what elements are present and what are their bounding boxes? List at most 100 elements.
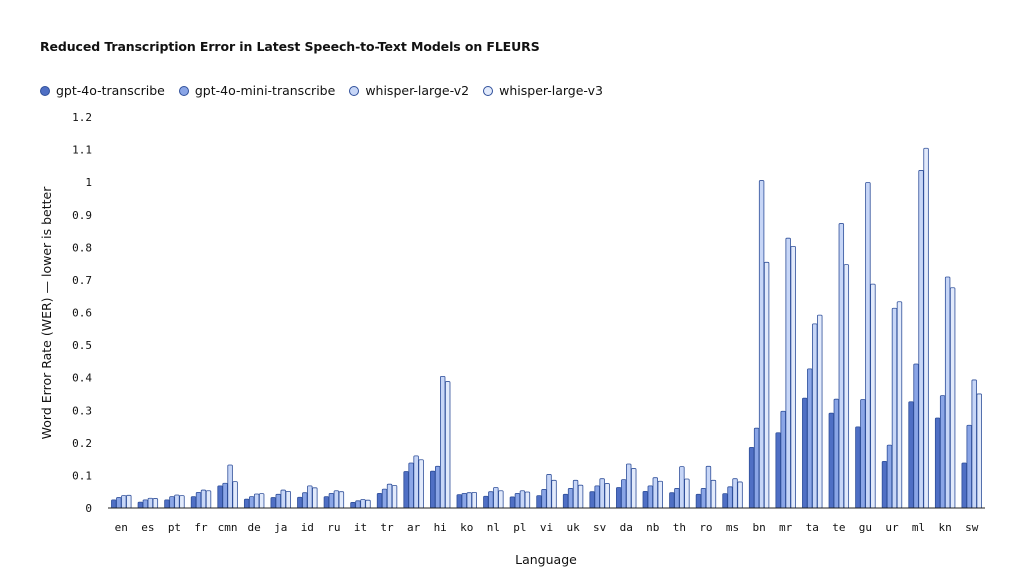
bar-de-gpt-4o-transcribe [243,498,250,509]
y-tick-label: 1.2 [72,111,92,124]
legend-item-whisper-large-v2[interactable]: whisper-large-v2 [349,83,469,98]
y-tick-label: 0.2 [72,437,92,450]
bar-pl-whisper-large-v3 [524,491,531,509]
bar-en-gpt-4o-transcribe [111,499,117,509]
x-axis-label: Language [515,552,577,567]
bar-ko-gpt-4o-mini-transcribe [461,492,467,509]
legend-item-whisper-large-v3[interactable]: whisper-large-v3 [483,83,603,98]
legend-item-gpt-4o-mini-transcribe[interactable]: gpt-4o-mini-transcribe [178,83,335,98]
bar-it-gpt-4o-transcribe [350,502,356,509]
bar-vi-whisper-large-v2 [546,474,552,509]
y-tick-label: 0.3 [72,404,92,417]
bar-de-gpt-4o-mini-transcribe [248,496,255,509]
bar-mr-whisper-large-v2 [785,237,791,509]
bar-nb-whisper-large-v3 [657,480,663,509]
y-tick-label: 0.6 [72,307,92,320]
legend-swatch [40,85,50,96]
bar-ru-whisper-large-v3 [338,491,345,509]
bar-ro-whisper-large-v2 [705,465,712,509]
legend-swatch [483,85,494,96]
bar-ta-whisper-large-v2 [812,323,818,509]
bar-bn-gpt-4o-mini-transcribe [753,427,760,509]
bar-pt-gpt-4o-transcribe [164,499,170,509]
bar-sv-whisper-large-v2 [599,478,605,509]
bar-th-whisper-large-v3 [684,478,690,509]
bar-es-gpt-4o-mini-transcribe [142,499,149,509]
bar-id-whisper-large-v3 [312,487,318,509]
bar-ml-whisper-large-v3 [923,147,929,509]
bar-nl-gpt-4o-mini-transcribe [488,491,494,509]
bar-es-gpt-4o-transcribe [137,501,144,509]
bar-mr-gpt-4o-transcribe [775,432,781,509]
bar-id-gpt-4o-transcribe [297,496,303,509]
bar-bn-whisper-large-v3 [763,261,770,509]
y-tick-label: 0.9 [72,209,92,222]
x-tick-label-uk: uk [566,521,580,534]
bar-ro-whisper-large-v3 [710,479,717,509]
bar-th-whisper-large-v2 [679,466,685,509]
x-tick-label-sv: sv [593,521,607,534]
bar-bn-whisper-large-v2 [758,180,765,509]
x-tick-label-ur: ur [885,521,899,534]
bar-ur-gpt-4o-mini-transcribe [886,444,893,509]
bar-it-gpt-4o-mini-transcribe [355,500,361,509]
bar-ta-gpt-4o-mini-transcribe [807,368,813,509]
x-tick-label-ms: ms [726,521,739,534]
bar-tr-whisper-large-v2 [386,483,393,509]
bar-sv-whisper-large-v3 [604,483,610,509]
bar-pl-gpt-4o-transcribe [509,496,516,509]
bar-tr-gpt-4o-transcribe [376,492,383,509]
bar-fr-gpt-4o-transcribe [190,496,197,509]
x-tick-label-th: th [673,521,686,534]
x-tick-label-te: te [832,521,845,534]
x-tick-label-fr: fr [194,521,208,534]
bar-tr-gpt-4o-mini-transcribe [381,488,388,509]
bar-uk-gpt-4o-mini-transcribe [567,488,574,509]
chart-title: Reduced Transcription Error in Latest Sp… [40,39,540,54]
bar-ta-gpt-4o-transcribe [802,397,808,509]
x-tick-label-vi: vi [540,521,553,534]
bar-ru-gpt-4o-transcribe [323,496,330,509]
bar-mr-gpt-4o-mini-transcribe [780,410,786,509]
x-tick-label-it: it [354,521,367,534]
y-tick-label: 1 [85,176,92,189]
bar-en-whisper-large-v2 [121,495,127,509]
legend-swatch [178,85,189,96]
bar-ar-whisper-large-v3 [418,459,424,509]
bar-ur-whisper-large-v3 [896,301,903,509]
x-tick-label-mr: mr [779,521,793,534]
bar-ru-whisper-large-v2 [333,490,340,509]
bar-en-gpt-4o-mini-transcribe [116,497,122,509]
x-tick-label-nl: nl [487,521,500,534]
bar-ja-gpt-4o-mini-transcribe [275,493,281,509]
bar-uk-gpt-4o-transcribe [562,493,569,509]
legend-label: gpt-4o-transcribe [56,83,165,98]
bar-vi-gpt-4o-transcribe [536,495,542,509]
y-axis: 0 0.1 0.2 0.3 0.4 0.5 0.6 0.7 0.8 0.9 1 1.1 1.2 [72,111,92,515]
y-axis-label: Word Error Rate (WER) — lower is better [39,186,54,440]
bar-ta-whisper-large-v3 [817,314,823,509]
bar-nb-gpt-4o-transcribe [642,490,648,509]
bar-kn-gpt-4o-mini-transcribe [939,395,946,509]
y-tick-label: 0.5 [72,339,92,352]
bar-ja-whisper-large-v3 [285,490,291,509]
y-tick-label: 0.1 [72,469,92,482]
y-tick-label: 0.4 [72,372,92,385]
legend-item-gpt-4o-transcribe[interactable]: gpt-4o-transcribe [40,83,165,98]
bar-hi-whisper-large-v2 [439,375,446,509]
bar-gu-gpt-4o-mini-transcribe [860,399,866,509]
bar-te-gpt-4o-transcribe [828,412,835,509]
x-tick-label-id: id [301,521,314,534]
bar-te-whisper-large-v2 [838,223,845,509]
bar-ko-gpt-4o-transcribe [456,494,462,509]
bar-da-gpt-4o-mini-transcribe [621,479,627,509]
bar-cmn-whisper-large-v2 [227,464,233,509]
bar-vi-gpt-4o-mini-transcribe [541,489,547,509]
bar-ko-whisper-large-v2 [466,492,472,509]
bar-pl-whisper-large-v2 [519,490,526,509]
x-tick-label-es: es [141,521,154,534]
bar-sw-gpt-4o-mini-transcribe [966,424,972,509]
bar-da-gpt-4o-transcribe [616,487,622,509]
bar-da-whisper-large-v3 [631,468,637,509]
